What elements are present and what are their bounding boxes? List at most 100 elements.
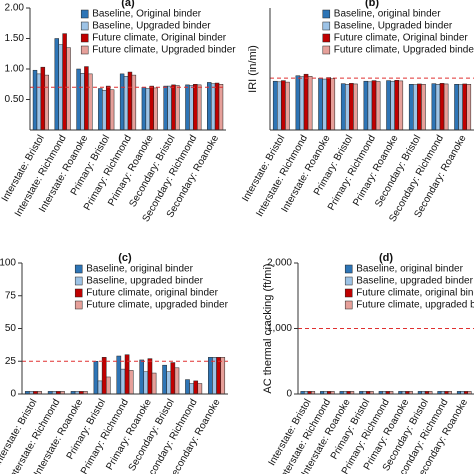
y-tick-label: 0 <box>10 389 16 400</box>
bar <box>88 73 93 131</box>
bar <box>435 84 441 131</box>
bar <box>141 87 147 131</box>
bar <box>145 88 151 131</box>
bar <box>431 83 437 131</box>
legend-swatch <box>344 288 353 298</box>
legend-label: Future climate, upgraded binder <box>86 300 228 311</box>
y-axis-label: AC thermal cracking (ft/mi) <box>262 263 274 393</box>
bar <box>281 80 286 131</box>
bar <box>185 379 190 395</box>
bar <box>277 81 282 131</box>
bar <box>93 361 99 395</box>
bar <box>413 84 418 131</box>
legend-label: Baseline, original binder <box>334 9 441 20</box>
bar <box>44 74 49 131</box>
bar <box>105 376 111 395</box>
legend-label: Future climate, Upgraded binder <box>334 45 474 56</box>
legend-swatch <box>74 264 83 274</box>
bar <box>149 85 154 131</box>
bar <box>371 80 377 131</box>
bar <box>197 84 202 131</box>
bar <box>220 357 226 395</box>
legend-swatch <box>74 288 83 298</box>
bar <box>109 89 115 131</box>
legend-swatch <box>322 21 331 31</box>
bar <box>153 87 158 131</box>
legend-swatch <box>74 276 83 286</box>
panel-title: (a) <box>121 0 135 9</box>
bar <box>322 78 327 131</box>
y-tick-label: 2,000 <box>267 258 292 269</box>
bar <box>76 68 81 131</box>
bar <box>417 83 422 131</box>
bar <box>197 383 203 395</box>
legend-label: Future climate, Upgraded binder <box>92 45 236 56</box>
bar <box>167 85 172 131</box>
legend-swatch <box>344 264 353 274</box>
bar <box>105 85 111 131</box>
bar <box>175 85 180 131</box>
y-tick-label: 1.50 <box>5 33 25 44</box>
bar <box>330 78 336 131</box>
legend-label: Baseline, upgraded binder <box>86 276 203 287</box>
bar <box>216 357 221 395</box>
bar <box>163 85 168 131</box>
bar <box>408 84 414 131</box>
bar <box>120 368 126 395</box>
bar <box>171 84 176 131</box>
bar <box>189 383 194 395</box>
legend-swatch <box>322 45 331 55</box>
bar <box>102 90 107 131</box>
legend-label: Baseline, original binder <box>86 264 193 275</box>
bar <box>466 84 472 131</box>
legend-swatch <box>80 33 89 43</box>
y-tick-label: 0.50 <box>5 94 25 105</box>
bar <box>36 73 42 131</box>
bar <box>363 80 369 131</box>
bar <box>398 80 404 131</box>
bar <box>174 367 180 395</box>
legend-label: Future climate, Original binder <box>92 33 227 44</box>
legend-swatch <box>80 45 89 55</box>
bar <box>66 47 71 131</box>
bar <box>390 80 395 131</box>
bar <box>208 357 213 395</box>
legend-label: Baseline, upgraded binder <box>356 276 473 287</box>
legend-swatch <box>322 33 331 43</box>
bar <box>166 371 172 395</box>
legend-swatch <box>80 9 89 19</box>
bar <box>32 69 38 131</box>
bar <box>421 84 426 131</box>
bar <box>345 84 350 131</box>
bar <box>127 71 133 131</box>
legend-label: Baseline, Upgraded binder <box>334 21 453 32</box>
bar <box>98 88 103 131</box>
y-tick-label: 1,000 <box>267 323 292 334</box>
bar <box>124 354 130 395</box>
bar <box>462 83 467 131</box>
y-tick-label: 25 <box>5 356 17 367</box>
bar <box>349 83 354 131</box>
legend-swatch <box>74 300 83 310</box>
bar <box>367 81 373 131</box>
bar <box>326 77 331 131</box>
bar <box>443 83 449 131</box>
legend-label: Baseline, Original binder <box>92 9 202 20</box>
bar <box>340 83 346 131</box>
legend-swatch <box>344 300 353 310</box>
legend-label: Future climate, original binder <box>86 288 218 299</box>
bar <box>40 66 46 131</box>
bar <box>131 74 137 131</box>
bar <box>170 362 176 395</box>
bar <box>97 380 103 395</box>
bar <box>353 83 358 131</box>
legend-label: Baseline, Upgraded binder <box>92 21 211 32</box>
bar <box>272 80 278 131</box>
bar <box>162 364 167 395</box>
bar <box>295 75 301 131</box>
bar <box>439 83 445 131</box>
legend-label: Future climate, Original binder <box>334 33 469 44</box>
